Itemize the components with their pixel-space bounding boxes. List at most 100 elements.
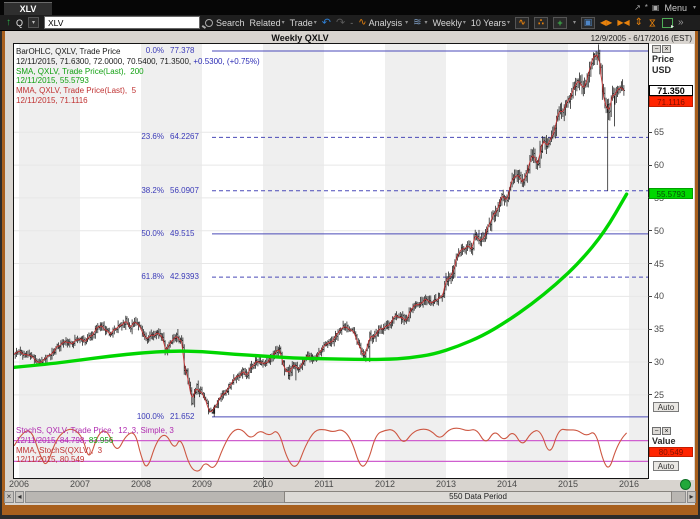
price-axis-auto-button[interactable]: Auto xyxy=(653,402,679,412)
price-axis-title: Price xyxy=(652,54,675,64)
related-dropdown-label: Related xyxy=(249,17,281,28)
price-tick-mark xyxy=(648,328,652,330)
panel-minimize-button[interactable]: − xyxy=(652,45,661,53)
analysis-dropdown[interactable]: ∿ Analysis ▾ xyxy=(358,17,408,28)
price-chart[interactable] xyxy=(12,44,648,424)
window-frame-right xyxy=(695,31,698,505)
fib-value: 77.378 xyxy=(170,46,195,55)
fib-level-label: 50.0% 49.515 xyxy=(128,229,208,238)
decade-tick-mark xyxy=(263,477,264,488)
main-legend-text: SMA, QXLV, Trade Price(Last), 200 xyxy=(16,66,144,76)
crosshair-button[interactable]: + xyxy=(552,16,567,29)
price-axis-units: USD xyxy=(652,65,672,75)
price-tick-mark xyxy=(648,263,652,265)
chevron-down-icon: ▾ xyxy=(572,20,576,26)
range-dropdown[interactable]: 10 Years ▾ xyxy=(471,18,510,28)
horizontal-gridlines xyxy=(14,131,648,396)
year-label: 2006 xyxy=(8,479,30,489)
popout-icon[interactable]: ↗ xyxy=(634,3,641,12)
panel-close-button[interactable]: × xyxy=(662,45,671,53)
stoch-legend-text: MMA, StochS(QXLV), 3 xyxy=(16,445,103,455)
connection-status-dot xyxy=(680,479,691,490)
fib-value: 56.0907 xyxy=(170,185,199,195)
chart-title: Weekly QXLV xyxy=(271,33,329,43)
price-tick-mark xyxy=(648,164,652,166)
main-legend-row: 12/11/2015, 71.6300, 72.0000, 70.5400, 7… xyxy=(16,57,260,67)
line-chart-button-icon: ∿ xyxy=(518,17,526,27)
search-button[interactable]: Search xyxy=(205,18,245,28)
period-dropdown-label: Weekly xyxy=(432,17,462,28)
stoch-legend-row: StochS, QXLV, Trade Price, 12, 3, Simple… xyxy=(16,426,174,436)
scrollbar-thumb[interactable]: 550 Data Period xyxy=(284,491,672,503)
price-tick-label: 50 xyxy=(654,225,665,236)
value-axis-auto-button[interactable]: Auto xyxy=(653,461,679,471)
symbol-input[interactable] xyxy=(44,16,201,29)
price-tick-label: 60 xyxy=(654,160,665,171)
pin-icon[interactable]: * xyxy=(644,3,648,12)
period-dropdown[interactable]: Weekly ▾ xyxy=(433,18,466,28)
mma-line xyxy=(13,54,625,412)
price-tick-mark xyxy=(648,230,652,232)
window-tab[interactable]: XLV xyxy=(4,2,52,16)
menu-chevron-icon: ▾ xyxy=(692,5,696,11)
price-tick-label: 35 xyxy=(654,324,665,335)
main-legend-row: SMA, QXLV, Trade Price(Last), 200 xyxy=(16,67,260,77)
year-label: 2012 xyxy=(374,479,396,489)
zoom-select-icon[interactable] xyxy=(662,17,674,30)
trade-dropdown[interactable]: Trade ▾ xyxy=(290,18,317,28)
year-label: 2014 xyxy=(496,479,518,489)
expand-horizontal-icon[interactable]: ◀▶ xyxy=(600,17,613,27)
undo-icon[interactable]: ↶ xyxy=(321,16,332,29)
trade-dropdown-label: Trade xyxy=(289,17,313,28)
symbol-history-dropdown[interactable]: ▾ xyxy=(28,17,40,28)
value-axis-title: Value xyxy=(652,436,676,446)
stoch-legend-row: 12/11/2015, 80.549 xyxy=(16,455,174,465)
panel-minimize-button[interactable]: − xyxy=(652,427,661,435)
stoch-legend-row: MMA, StochS(QXLV), 3 xyxy=(16,446,174,456)
price-tick-mark xyxy=(648,295,652,297)
annotation-button[interactable]: ▣ xyxy=(581,16,595,29)
compress-horizontal-icon[interactable]: ▶◀ xyxy=(617,17,630,27)
arrow-up-icon[interactable]: ↑ xyxy=(6,16,11,28)
search-icon xyxy=(205,18,214,27)
price-tick-label: 25 xyxy=(654,389,665,400)
window-frame-left xyxy=(2,31,5,505)
redo-icon[interactable]: ↷ xyxy=(336,16,346,29)
more-tools-chevron[interactable]: » xyxy=(678,16,684,28)
main-legend: BarOHLC, QXLV, Trade Price 12/11/2015, 71… xyxy=(16,47,260,106)
line-chart-button[interactable]: ∿ xyxy=(514,16,529,29)
toolbar: ↑Q▾SearchRelated▾Trade▾↶↷-∿Analysis▾≋▾We… xyxy=(0,15,700,31)
stochastic-chart[interactable] xyxy=(13,424,648,478)
fib-pct: 23.6% xyxy=(141,132,164,142)
price-tick-mark xyxy=(648,131,652,133)
fib-value: 42.9393 xyxy=(170,272,199,282)
menu-button[interactable]: Menu xyxy=(664,2,687,13)
scatter-chart-button[interactable]: ∴ xyxy=(533,16,548,29)
chevron-down-icon: ▾ xyxy=(506,20,510,26)
fib-value: 49.515 xyxy=(170,228,195,238)
main-legend-row: MMA, QXLV, Trade Price(Last), 5 xyxy=(16,86,260,96)
hourglass-icon[interactable]: ⋈ xyxy=(647,18,658,27)
main-legend-text: 12/11/2015, 55.5793 xyxy=(16,76,89,86)
scrollbar-left-arrow[interactable]: ◂ xyxy=(15,491,24,503)
scrollbar-close-button[interactable]: × xyxy=(4,491,14,503)
year-label: 2015 xyxy=(557,479,579,489)
fib-pct: 38.2% xyxy=(141,185,164,195)
main-legend-row: 12/11/2015, 71.1116 xyxy=(16,96,260,106)
expand-vertical-icon[interactable]: ⇕ xyxy=(634,16,644,28)
separator-dash: - xyxy=(350,17,354,28)
fib-level-label: 0.0% 77.378 xyxy=(128,46,208,55)
main-legend-text: +0.5300, (+0.75%) xyxy=(193,56,260,66)
scrollbar-right-arrow[interactable]: ▸ xyxy=(687,491,696,503)
crosshair-button-icon: + xyxy=(557,17,563,28)
search-label: Search xyxy=(216,17,245,28)
window-icon[interactable]: ▣ xyxy=(651,3,660,12)
price-badge: 71.350 xyxy=(649,84,693,96)
analysis-dropdown-label: Analysis xyxy=(368,17,403,28)
price-badge: 55.5793 xyxy=(649,188,693,200)
panel-close-button[interactable]: × xyxy=(662,427,671,435)
fib-level-label: 100.0% 21.652 xyxy=(128,412,208,421)
wave-analysis-dropdown[interactable]: ≋ ▾ xyxy=(413,17,427,28)
sma-line xyxy=(12,192,629,369)
related-dropdown[interactable]: Related ▾ xyxy=(250,18,285,28)
